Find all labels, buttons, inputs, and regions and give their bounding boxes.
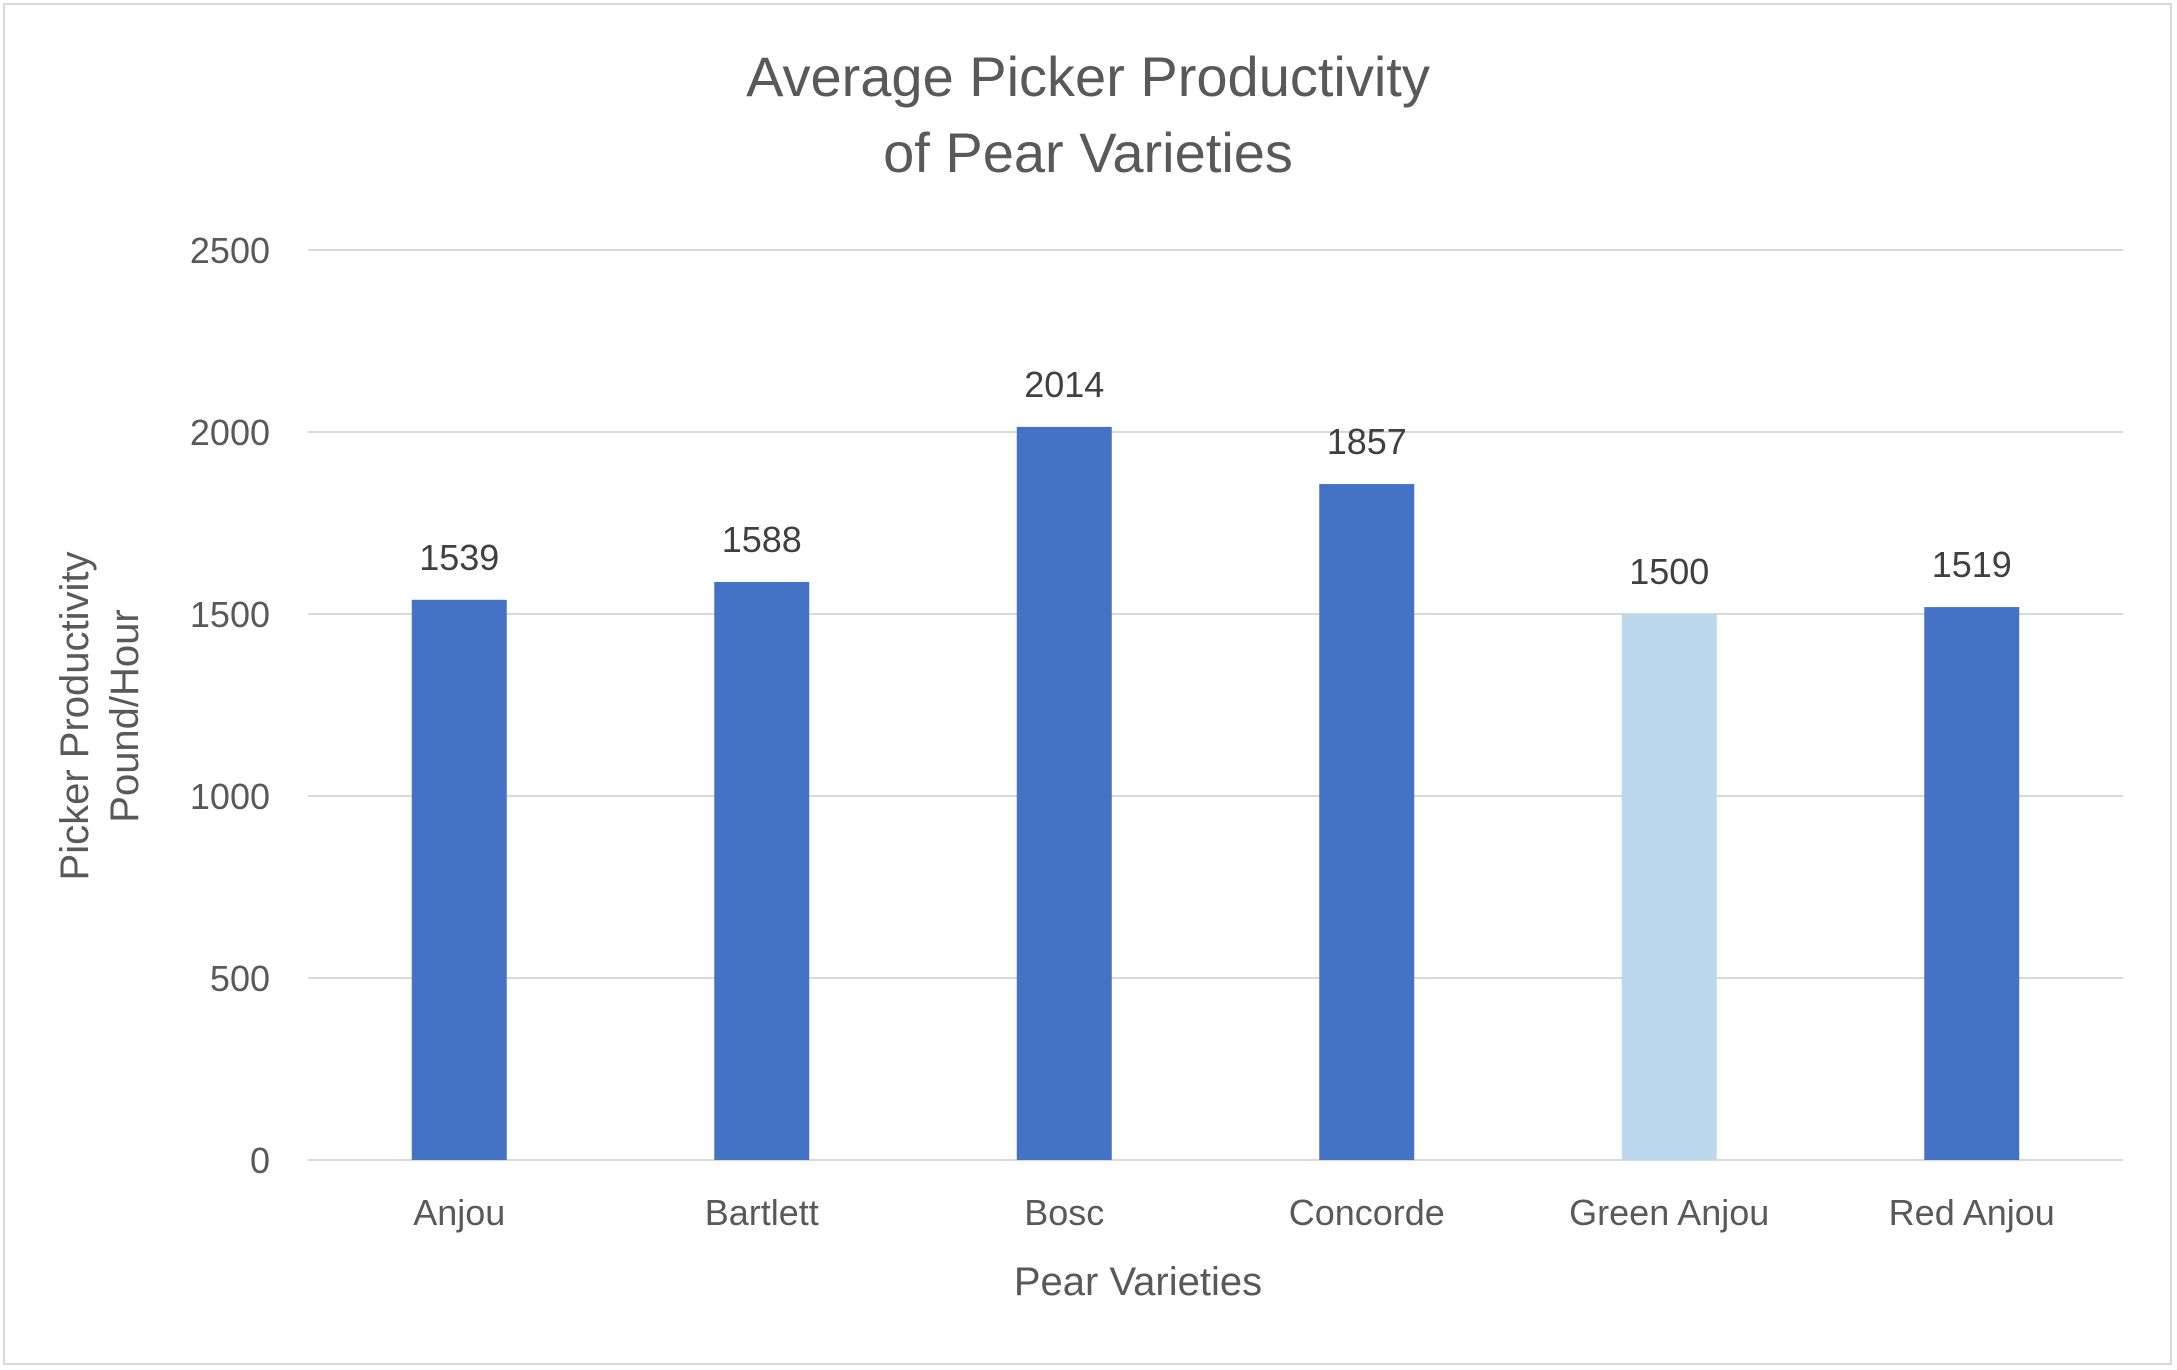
bar-red-anjou — [1924, 607, 2020, 1160]
y-tick-label: 0 — [250, 1140, 270, 1181]
x-axis-tick-labels: Anjou Bartlett Bosc Concorde Green Anjou Red … — [413, 1192, 2055, 1233]
bars — [411, 426, 2020, 1160]
bar-concorde — [1319, 484, 1415, 1160]
y-axis-tick-labels: 0 500 1000 1500 2000 2500 — [190, 230, 270, 1181]
x-tick-label: Concorde — [1289, 1192, 1445, 1233]
bar-bosc — [1016, 426, 1112, 1160]
y-tick-label: 1500 — [190, 594, 270, 635]
y-axis-title-line-2: Pound/Hour — [103, 609, 147, 822]
x-tick-label: Green Anjou — [1569, 1192, 1769, 1233]
y-tick-label: 2500 — [190, 230, 270, 271]
data-label: 1539 — [419, 537, 499, 578]
y-axis-title: Picker Productivity Pound/Hour — [53, 552, 147, 881]
x-tick-label: Red Anjou — [1889, 1192, 2055, 1233]
x-tick-label: Anjou — [413, 1192, 505, 1233]
y-tick-label: 2000 — [190, 412, 270, 453]
chart-title-line-2: of Pear Varieties — [883, 121, 1293, 184]
x-tick-label: Bosc — [1024, 1192, 1104, 1233]
chart-title-line-1: Average Picker Productivity — [746, 45, 1430, 108]
x-tick-label: Bartlett — [705, 1192, 819, 1233]
bar-anjou — [411, 599, 507, 1160]
gridlines — [308, 249, 2123, 1161]
y-tick-label: 500 — [210, 958, 270, 999]
data-label: 1519 — [1932, 544, 2012, 585]
data-label: 1588 — [722, 519, 802, 560]
data-labels: 1539 1588 2014 1857 1500 1519 — [419, 364, 2012, 592]
data-label: 1500 — [1629, 551, 1709, 592]
x-axis-title: Pear Varieties — [1014, 1260, 1262, 1304]
chart-title: Average Picker Productivity of Pear Vari… — [746, 45, 1430, 184]
bar-bartlett — [714, 581, 810, 1160]
y-tick-label: 1000 — [190, 776, 270, 817]
y-axis-title-line-1: Picker Productivity — [53, 552, 97, 881]
bar-green-anjou — [1621, 614, 1717, 1160]
data-label: 2014 — [1024, 364, 1104, 405]
data-label: 1857 — [1327, 421, 1407, 462]
